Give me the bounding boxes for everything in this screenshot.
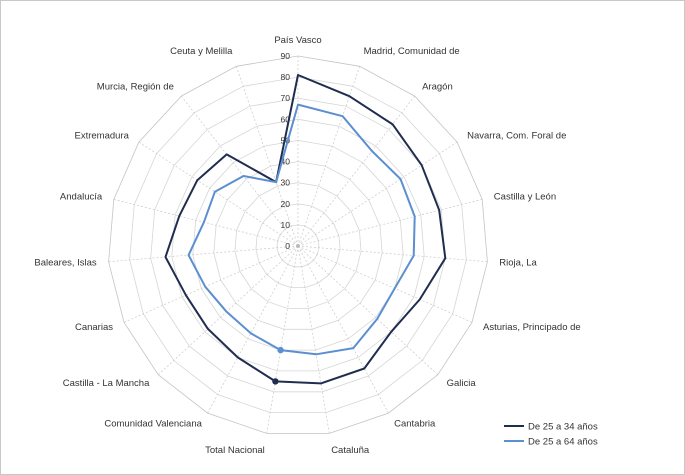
category-label: Cataluña bbox=[331, 445, 370, 456]
legend-label-1: De 25 a 34 años bbox=[528, 422, 598, 433]
legend-label-2: De 25 a 64 años bbox=[528, 437, 598, 448]
category-label: Madrid, Comunidad de bbox=[364, 46, 460, 57]
grid-ring-30 bbox=[234, 182, 362, 309]
category-label: Baleares, Islas bbox=[34, 258, 97, 269]
tick-label-30: 30 bbox=[281, 178, 291, 188]
category-label: País Vasco bbox=[274, 35, 321, 46]
tick-label-80: 80 bbox=[281, 72, 291, 82]
tick-label-70: 70 bbox=[281, 93, 291, 103]
grid-ring-50 bbox=[192, 139, 404, 351]
grid-ring-10 bbox=[276, 224, 320, 268]
category-labels: País Vasco Madrid, Comunidad de Aragón Nava… bbox=[34, 35, 580, 456]
radar-grid bbox=[108, 55, 488, 434]
grid-spoke bbox=[113, 199, 299, 247]
category-label: Canarias bbox=[75, 322, 113, 333]
category-label: Asturias, Principado de bbox=[483, 322, 581, 333]
category-label: Navarra, Com. Foral de bbox=[467, 131, 566, 142]
grid-ring-60 bbox=[171, 118, 425, 372]
category-label: Castilla - La Mancha bbox=[63, 378, 150, 389]
center-dot bbox=[296, 244, 300, 248]
category-label: Extremadura bbox=[75, 131, 130, 142]
category-label: Cantabria bbox=[394, 419, 436, 430]
category-label: Ceuta y Melilla bbox=[170, 46, 233, 57]
category-label: Andalucía bbox=[60, 191, 103, 202]
series-line-1 bbox=[164, 74, 447, 385]
grid-spoke bbox=[157, 245, 299, 375]
series-group bbox=[164, 74, 447, 385]
category-label: Rioja, La bbox=[499, 258, 537, 269]
grid-spoke bbox=[138, 141, 299, 247]
category-label: Comunidad Valenciana bbox=[104, 419, 202, 430]
grid-spoke bbox=[123, 245, 299, 323]
tick-label-60: 60 bbox=[281, 114, 291, 124]
grid-spoke bbox=[297, 199, 483, 247]
category-label: Murcia, Región de bbox=[97, 82, 174, 93]
grid-spoke bbox=[297, 245, 439, 375]
grid-ring-90 bbox=[108, 55, 488, 434]
grid-spoke bbox=[108, 245, 299, 263]
grid-ring-20 bbox=[255, 203, 341, 289]
tick-label-40: 40 bbox=[281, 157, 291, 167]
grid-spoke bbox=[266, 245, 299, 434]
grid-spoke bbox=[297, 245, 330, 434]
category-label: Galicia bbox=[447, 378, 477, 389]
series-2-highlight-point bbox=[277, 346, 284, 354]
category-label: Aragón bbox=[422, 82, 453, 93]
legend: De 25 a 34 años De 25 a 64 años bbox=[504, 422, 598, 448]
tick-label-90: 90 bbox=[281, 51, 291, 61]
tick-label-10: 10 bbox=[281, 220, 291, 230]
category-label: Total Nacional bbox=[205, 445, 265, 456]
tick-label-0: 0 bbox=[285, 241, 290, 251]
grid-ring-40 bbox=[213, 161, 383, 330]
grid-ring-80 bbox=[129, 76, 467, 414]
grid-spoke bbox=[297, 245, 488, 263]
series-1-highlight-point bbox=[272, 378, 279, 385]
tick-label-20: 20 bbox=[281, 199, 291, 209]
category-label: Castilla y León bbox=[494, 191, 556, 202]
series-line-2 bbox=[187, 103, 416, 356]
